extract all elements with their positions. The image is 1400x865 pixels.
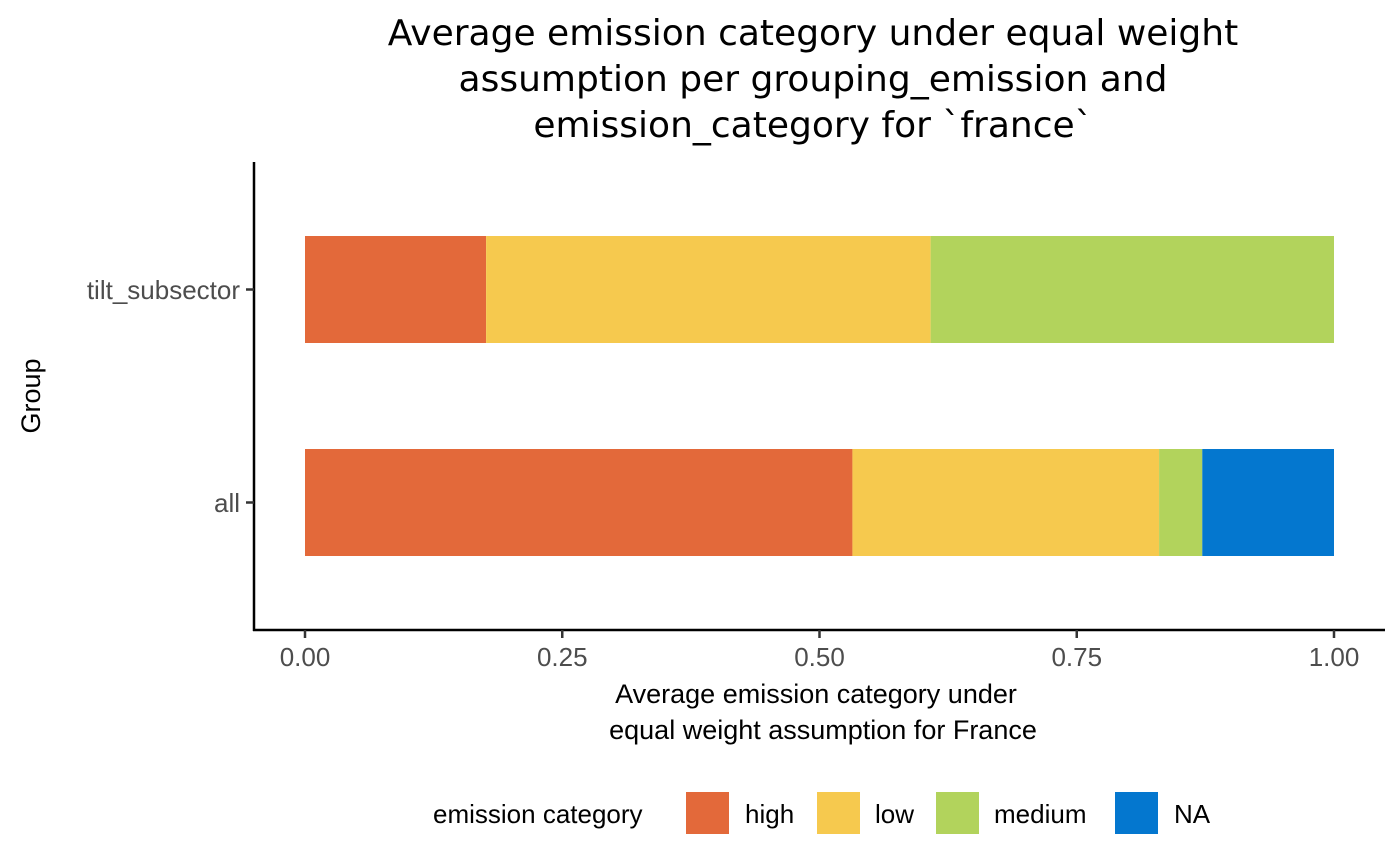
legend-label-medium: medium — [994, 799, 1086, 829]
legend-key-NA — [1115, 792, 1158, 834]
x-axis-ticks: 0.00 0.25 0.50 0.75 1.00 — [280, 630, 1360, 672]
x-tick-label: 0.50 — [794, 642, 845, 672]
chart-title-line: emission_category for `france` — [533, 105, 1092, 146]
x-tick-label: 1.00 — [1309, 642, 1360, 672]
x-axis-title-line: equal weight assumption for France — [609, 715, 1037, 745]
bar-segment-all-high — [305, 449, 853, 556]
legend-key-high — [686, 792, 729, 834]
y-tick-label: all — [214, 488, 240, 518]
bar-segment-tilt_subsector-high — [305, 236, 487, 343]
bar-segment-all-medium — [1159, 449, 1203, 556]
legend-key-medium — [936, 792, 979, 834]
legend-label-NA: NA — [1174, 799, 1211, 829]
bar-segment-tilt_subsector-medium — [930, 236, 1334, 343]
legend-title: emission category — [433, 799, 643, 829]
bar-segment-all-low — [852, 449, 1160, 556]
bar-segment-tilt_subsector-low — [486, 236, 931, 343]
chart-title-line: assumption per grouping_emission and — [459, 59, 1168, 100]
legend-label-low: low — [875, 799, 914, 829]
x-axis-title: Average emission category under equal wei… — [609, 679, 1037, 745]
bar-segment-all-NA — [1202, 449, 1334, 556]
chart-title-line: Average emission category under equal we… — [388, 13, 1238, 54]
legend-key-low — [817, 792, 860, 834]
x-axis-title-line: Average emission category under — [615, 679, 1017, 709]
legend-label-high: high — [745, 799, 794, 829]
chart-title: Average emission category under equal we… — [388, 13, 1238, 146]
legend: emission category high low medium NA — [433, 792, 1211, 834]
y-tick-label: tilt_subsector — [87, 275, 241, 305]
x-tick-label: 0.25 — [537, 642, 588, 672]
y-axis-title: Group — [16, 358, 46, 433]
bars — [305, 236, 1334, 556]
x-tick-label: 0.00 — [280, 642, 331, 672]
x-tick-label: 0.75 — [1051, 642, 1102, 672]
